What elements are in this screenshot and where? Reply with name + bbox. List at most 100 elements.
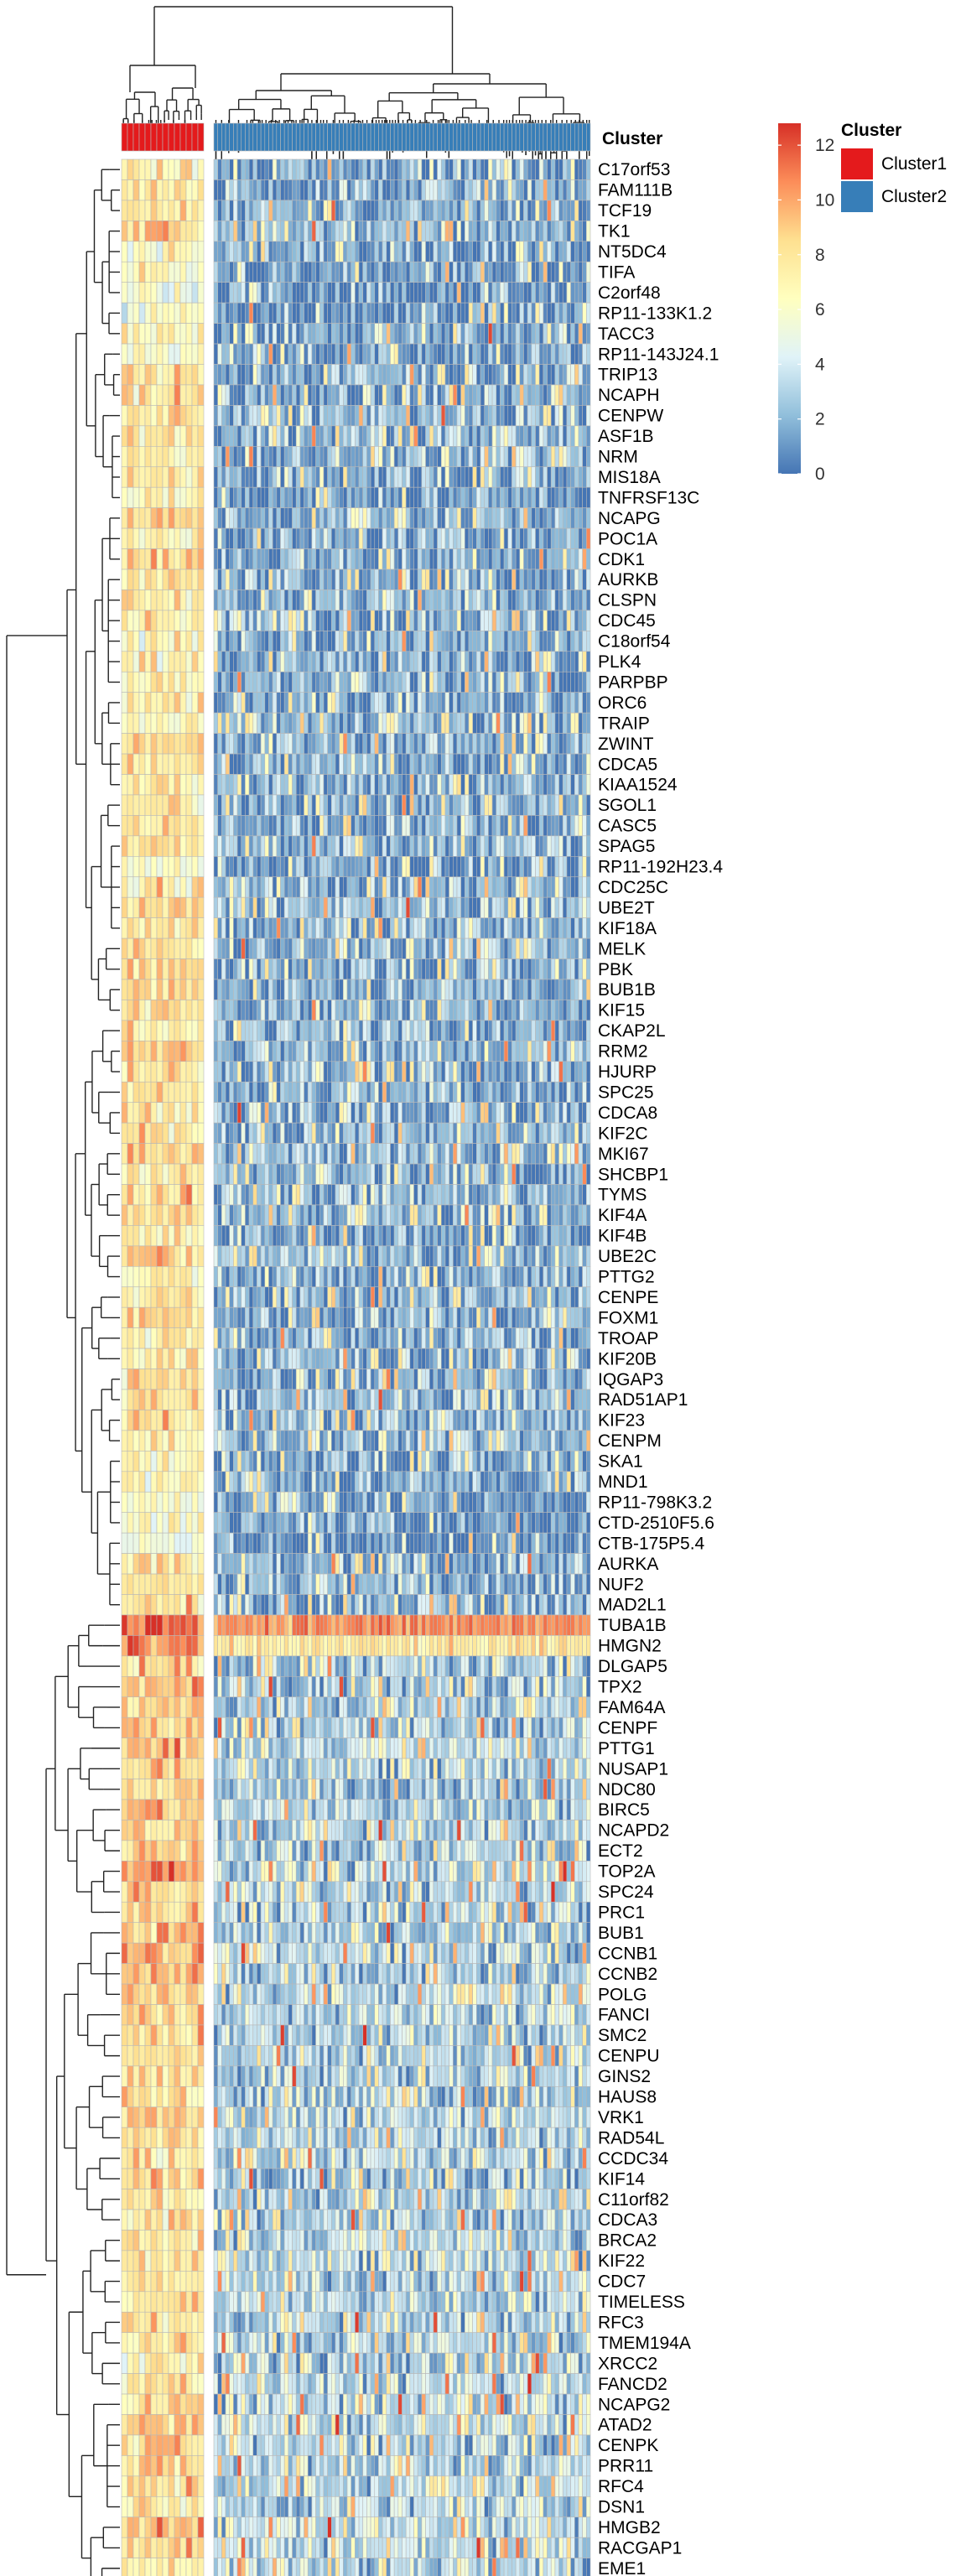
- heatmap-cell: [366, 631, 371, 652]
- heatmap-cell: [456, 876, 461, 898]
- heatmap-cell: [440, 569, 446, 590]
- heatmap-cell: [150, 548, 158, 570]
- heatmap-cell: [421, 323, 426, 345]
- heatmap-cell: [280, 405, 285, 427]
- heatmap-cell: [417, 405, 423, 427]
- heatmap-cell: [472, 486, 477, 508]
- heatmap-cell: [566, 835, 571, 857]
- heatmap-cell: [476, 855, 481, 878]
- heatmap-cell: [405, 794, 411, 816]
- heatmap-cell: [221, 631, 226, 652]
- heatmap-cell: [307, 835, 313, 857]
- heatmap-cell: [252, 507, 257, 529]
- heatmap-cell: [280, 589, 285, 611]
- heatmap-cell: [503, 486, 509, 508]
- heatmap-cell: [527, 527, 532, 549]
- heatmap-cell: [304, 466, 309, 488]
- heatmap-cell: [449, 384, 454, 406]
- heatmap-cell: [570, 794, 575, 816]
- heatmap-cell: [386, 548, 391, 570]
- heatmap-cell: [156, 712, 164, 734]
- heatmap-cell: [252, 179, 257, 201]
- heatmap-cell: [304, 364, 309, 386]
- heatmap-cell: [162, 405, 169, 427]
- heatmap-cell: [582, 158, 587, 180]
- heatmap-cell: [236, 589, 242, 611]
- heatmap-cell: [197, 712, 205, 734]
- heatmap-cell: [150, 364, 158, 386]
- heatmap-cell: [156, 364, 164, 386]
- heatmap-cell: [566, 158, 571, 180]
- heatmap-cell: [339, 527, 344, 549]
- heatmap-cell: [288, 241, 293, 262]
- heatmap-cell: [280, 671, 285, 693]
- heatmap-cell: [409, 158, 414, 180]
- heatmap-cell: [144, 855, 152, 878]
- heatmap-cell: [496, 302, 501, 324]
- heatmap-cell: [444, 876, 449, 898]
- heatmap-cell: [515, 610, 521, 631]
- heatmap-cell: [362, 876, 367, 898]
- heatmap-cell: [449, 323, 454, 345]
- heatmap-cell: [179, 671, 187, 693]
- heatmap-cell: [185, 527, 193, 549]
- heatmap-cell: [452, 753, 458, 775]
- heatmap-cell: [370, 282, 376, 304]
- heatmap-cell: [586, 158, 591, 180]
- heatmap-cell: [362, 896, 367, 918]
- heatmap-cell: [304, 179, 309, 201]
- heatmap-cell: [543, 158, 548, 180]
- heatmap-cell: [444, 651, 449, 673]
- heatmap-cell: [150, 815, 158, 837]
- heatmap-cell: [476, 651, 481, 673]
- heatmap-cell: [449, 692, 454, 714]
- heatmap-cell: [393, 855, 399, 878]
- heatmap-cell: [225, 733, 231, 755]
- heatmap-cell: [535, 507, 540, 529]
- heatmap-cell: [366, 753, 371, 775]
- heatmap-cell: [366, 200, 371, 221]
- heatmap-cell: [547, 753, 552, 775]
- heatmap-cell: [233, 835, 238, 857]
- heatmap-cell: [295, 445, 301, 468]
- heatmap-cell: [491, 733, 497, 755]
- heatmap-cell: [351, 445, 356, 468]
- heatmap-cell: [378, 896, 383, 918]
- heatmap-cell: [236, 794, 242, 816]
- heatmap-cell: [366, 282, 371, 304]
- heatmap-cell: [570, 445, 575, 468]
- heatmap-cell: [295, 733, 301, 755]
- heatmap-cell: [425, 712, 430, 734]
- heatmap-cell: [535, 876, 540, 898]
- heatmap-cell: [456, 671, 461, 693]
- heatmap-cell: [225, 835, 231, 857]
- heatmap-cell: [127, 445, 134, 468]
- heatmap-cell: [272, 815, 278, 837]
- heatmap-cell: [382, 527, 387, 549]
- heatmap-cell: [437, 445, 442, 468]
- heatmap-cell: [233, 527, 238, 549]
- heatmap-cell: [299, 343, 304, 365]
- heatmap-cell: [355, 405, 360, 427]
- heatmap-cell: [386, 917, 391, 939]
- heatmap-cell: [386, 733, 391, 755]
- heatmap-cell: [257, 179, 262, 201]
- heatmap-cell: [374, 876, 379, 898]
- heatmap-cell: [456, 261, 461, 283]
- heatmap-cell: [156, 835, 164, 857]
- heatmap-cell: [503, 876, 509, 898]
- heatmap-cell: [428, 855, 434, 878]
- heatmap-cell: [319, 425, 325, 447]
- heatmap-cell: [421, 794, 426, 816]
- annotation-cell: [405, 122, 411, 152]
- heatmap-cell: [402, 384, 407, 406]
- heatmap-cell: [162, 651, 169, 673]
- heatmap-cell: [433, 610, 438, 631]
- heatmap-cell: [397, 302, 402, 324]
- heatmap-cell: [468, 855, 473, 878]
- heatmap-cell: [393, 835, 399, 857]
- heatmap-cell: [217, 507, 222, 529]
- heatmap-cell: [523, 774, 528, 796]
- heatmap-cell: [127, 425, 134, 447]
- heatmap-cell: [374, 712, 379, 734]
